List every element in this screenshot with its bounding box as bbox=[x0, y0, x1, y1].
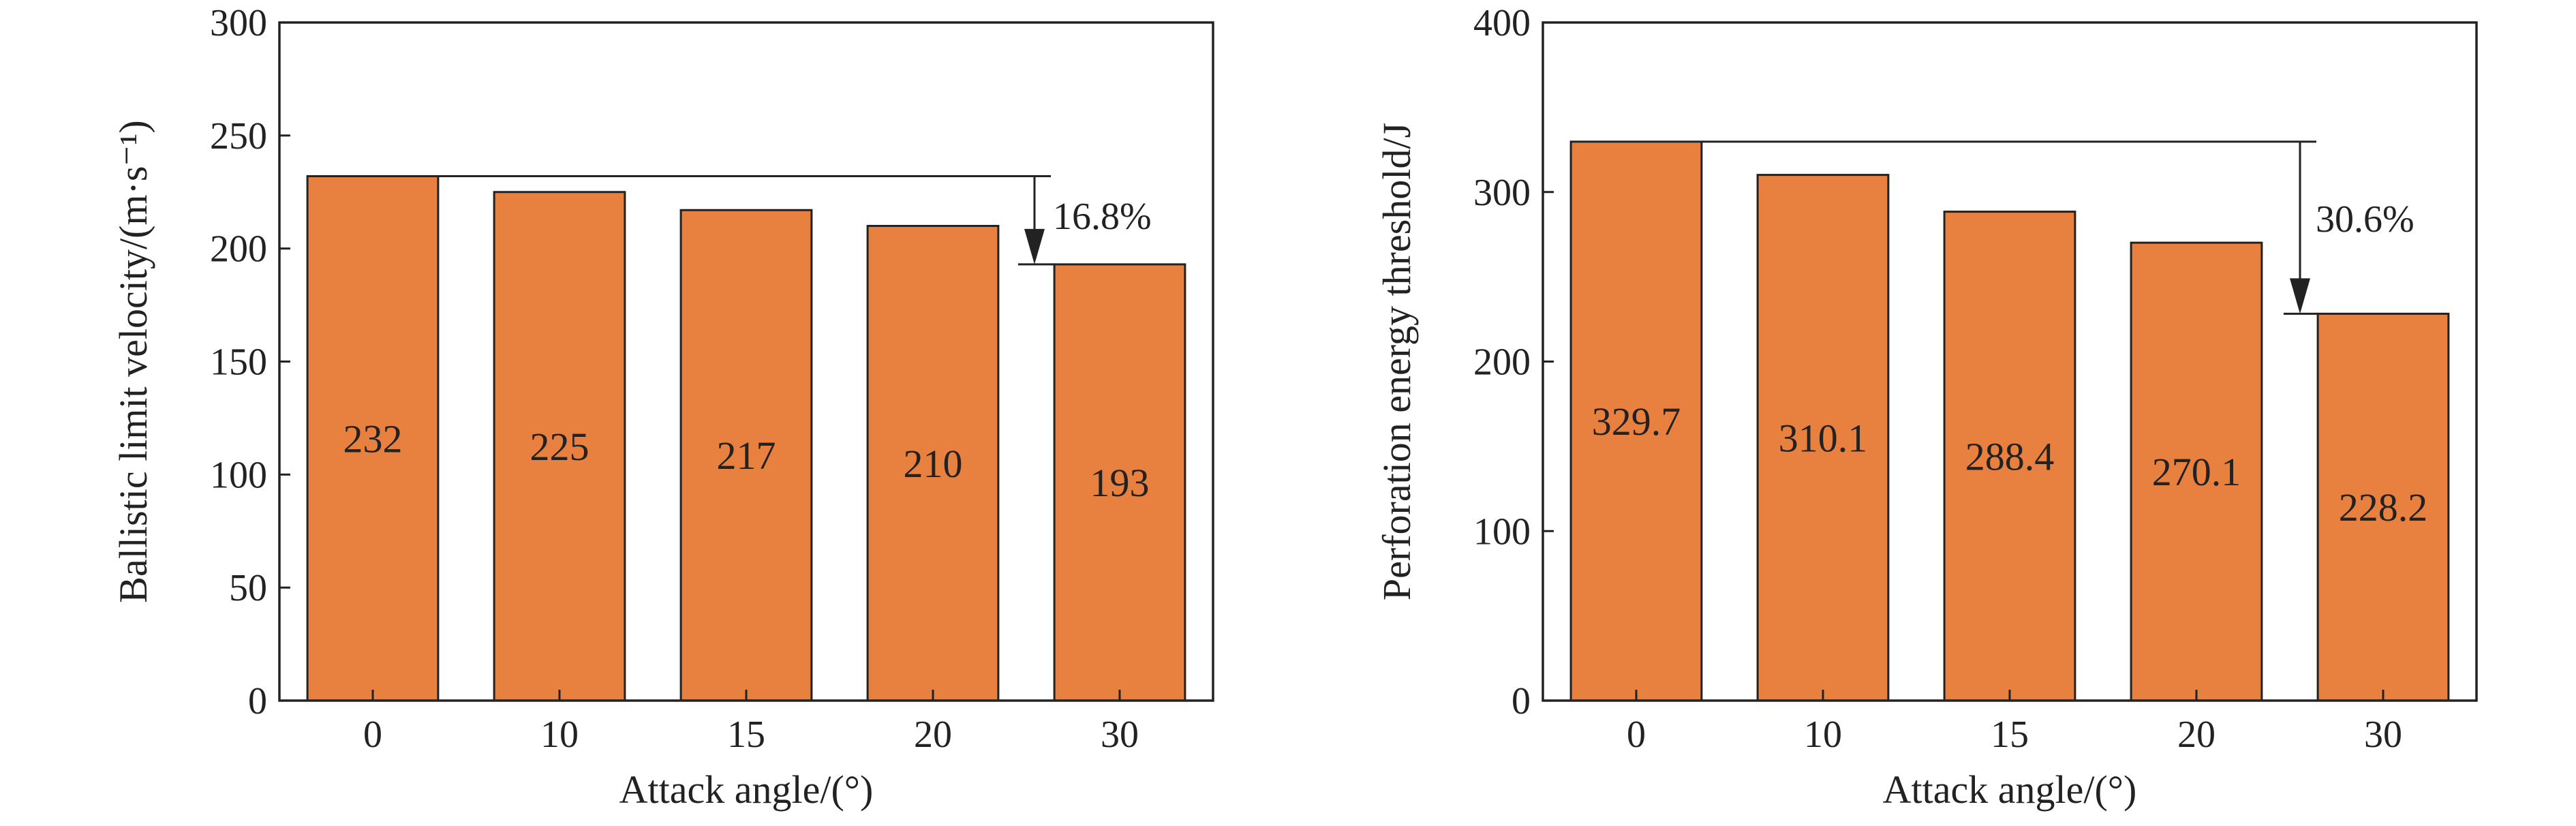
data-label-20: 270.1 bbox=[2152, 450, 2241, 494]
x-tick-label: 10 bbox=[540, 714, 579, 756]
bar-20 bbox=[2130, 241, 2263, 702]
data-label-0: 329.7 bbox=[1592, 399, 1681, 444]
bar-30 bbox=[1053, 263, 1186, 702]
bar-0 bbox=[1569, 140, 1703, 702]
x-tick-label: 30 bbox=[1101, 714, 1139, 756]
data-label-30: 228.2 bbox=[2339, 485, 2428, 530]
x-tick-label: 30 bbox=[2364, 714, 2402, 756]
x-tick-label: 10 bbox=[1804, 714, 1842, 756]
x-tick-label: 15 bbox=[1991, 714, 2029, 756]
y-tick-label: 200 bbox=[210, 228, 267, 271]
y-tick-label: 250 bbox=[210, 115, 267, 157]
data-label-30: 193 bbox=[1090, 461, 1150, 505]
perforation-energy-chart: 329.7 310.1 288.4 270.1 228.2 0 100 200 300 400 0 1… bbox=[1375, 2, 2478, 812]
ballistic-velocity-chart: 232 225 217 210 193 0 50 100 150 200 250 300 0 10 15 20… bbox=[111, 2, 1214, 812]
x-tick-label: 15 bbox=[727, 714, 765, 756]
reduction-annotation: 16.8% bbox=[1053, 196, 1152, 238]
y-axis-title: Perforation energy threshold/J bbox=[1375, 123, 1419, 600]
y-tick-label: 200 bbox=[1473, 341, 1531, 384]
x-tick-label: 20 bbox=[914, 714, 952, 756]
data-label-0: 232 bbox=[343, 416, 403, 461]
data-label-10: 310.1 bbox=[1779, 416, 1868, 460]
bar-30 bbox=[2316, 312, 2450, 702]
bar-20 bbox=[866, 225, 1000, 702]
x-axis-title: Attack angle/(°) bbox=[619, 767, 874, 812]
y-tick-label: 50 bbox=[229, 567, 267, 609]
x-axis-title: Attack angle/(°) bbox=[1883, 767, 2137, 812]
bar-15 bbox=[1943, 211, 2076, 702]
bar-15 bbox=[679, 209, 813, 702]
bar-10 bbox=[1756, 174, 1890, 702]
x-tick-label: 20 bbox=[2177, 714, 2215, 756]
x-tick-label: 0 bbox=[363, 714, 382, 756]
y-tick-label: 400 bbox=[1473, 2, 1531, 44]
y-tick-label: 150 bbox=[210, 341, 267, 384]
arrow-down-icon bbox=[2290, 278, 2310, 314]
data-label-15: 288.4 bbox=[1965, 434, 2055, 478]
y-tick-label: 100 bbox=[210, 454, 267, 496]
y-tick-label: 0 bbox=[248, 680, 267, 722]
x-tick-label: 0 bbox=[1627, 714, 1646, 756]
y-axis-title: Ballistic limit velocity/(m·s⁻¹) bbox=[111, 120, 155, 602]
data-label-15: 217 bbox=[717, 433, 776, 478]
y-tick-label: 100 bbox=[1473, 510, 1531, 553]
data-label-20: 210 bbox=[904, 442, 963, 486]
bar-0 bbox=[306, 175, 440, 702]
data-label-10: 225 bbox=[530, 425, 589, 469]
reduction-annotation: 30.6% bbox=[2316, 198, 2414, 241]
y-tick-label: 300 bbox=[210, 2, 267, 44]
arrow-down-icon bbox=[1024, 228, 1045, 264]
bar-10 bbox=[493, 191, 626, 702]
y-tick-label: 0 bbox=[1512, 680, 1531, 722]
y-tick-label: 300 bbox=[1473, 172, 1531, 214]
